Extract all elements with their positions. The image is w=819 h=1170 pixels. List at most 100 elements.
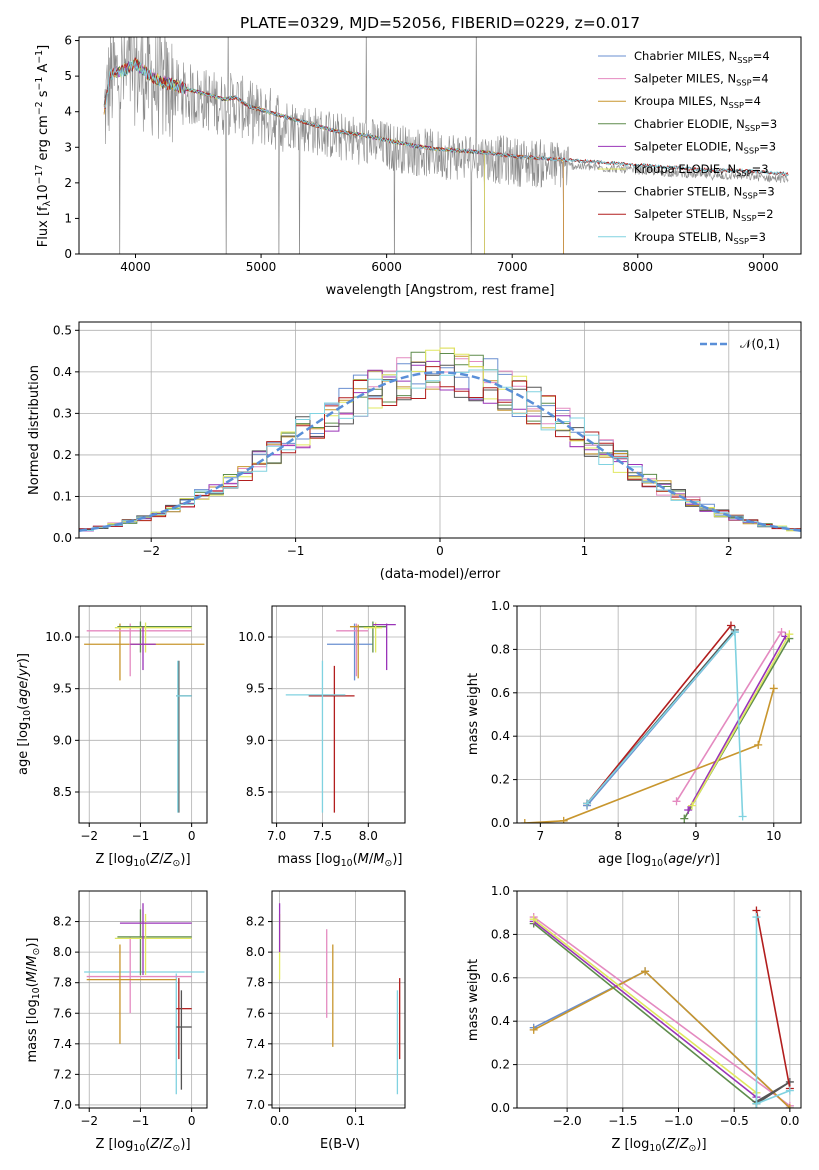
plot-content: [79, 347, 801, 532]
y-axis-label-part: erg cm: [36, 115, 51, 164]
y-tick-label: 1.0: [491, 884, 510, 898]
plot-content: [84, 903, 205, 1095]
x-axis-label-part: Z: [149, 852, 160, 867]
legend-label-part: SSP: [736, 168, 751, 178]
y-tick-label: 8.2: [246, 915, 265, 929]
weight-point-marker: [688, 801, 697, 810]
y-axis-label-part: age: [16, 681, 31, 705]
mass-vs-extinction-panel: 0.0 0.1 7.0 7.2 7.4 7.6 7.8 8.0 8.2 E(B-V): [246, 890, 406, 1152]
y-tick-label: 0.0: [491, 1101, 510, 1115]
y-tick-label: 0.2: [53, 448, 72, 462]
y-tick-label: 0.8: [491, 927, 510, 941]
x-tick-label: −1.0: [664, 1114, 693, 1128]
x-axis-label-part: ⊙: [173, 1143, 181, 1154]
x-axis-label-part: )]: [180, 852, 190, 867]
histogram-kroupa-elodie: [79, 347, 801, 532]
x-axis-label-part: ⊙: [173, 858, 181, 869]
legend-label-part: Kroupa ELODIE, N: [634, 162, 736, 176]
x-tick-label: 2: [725, 544, 733, 558]
y-tick-label: 6: [64, 34, 72, 48]
weight-point-marker: [641, 967, 650, 976]
weight-line-kroupa-elodie: [691, 633, 790, 806]
x-axis-label-part: Z: [679, 1137, 690, 1152]
x-axis-label-part: M: [373, 852, 384, 867]
legend-label-part: Chabrier STELIB, N: [634, 185, 742, 199]
weight-point-marker: [752, 1099, 761, 1108]
y-tick-label: 8.0: [53, 945, 72, 959]
x-axis-label-part: Z: [665, 1137, 676, 1152]
axes-frame: −2.0 −1.5 −1.0 −0.5 0.0 0.0 0.2 0.4 0.6 0.8 1.0 Z […: [466, 884, 802, 1154]
x-axis-label-part: ⊙: [689, 1143, 697, 1154]
gaussian-curve: [79, 371, 801, 532]
y-tick-label: 0.4: [491, 729, 510, 743]
y-tick-label: 7.4: [53, 1037, 72, 1051]
legend-label-part: SSP: [736, 78, 751, 88]
y-axis-label-part: A: [36, 64, 51, 77]
axes-border: [271, 890, 406, 1109]
x-tick-label: 0: [188, 1114, 196, 1128]
y-tick-label: 0.5: [53, 323, 72, 337]
x-tick-label: 0.0: [270, 1114, 289, 1128]
y-tick-label: 0.2: [491, 773, 510, 787]
x-axis-label: E(B-V): [320, 1137, 360, 1152]
legend-label-part: Chabrier MILES, N: [634, 49, 737, 63]
x-axis-label-part: 10: [133, 1143, 145, 1154]
mass-vs-metallicity-panel: −2 −1 07.07.27.47.67.88.08.2Z [log10(Z/Z⊙)…: [25, 890, 208, 1154]
x-tick-label: −2.0: [553, 1114, 582, 1128]
x-axis-label: Z [log10(Z/Z⊙)]: [611, 1137, 706, 1154]
x-tick-label: 5000: [246, 260, 277, 274]
y-tick-label: 9.0: [246, 733, 265, 747]
y-tick-label: 8.5: [53, 785, 72, 799]
y-axis-label: Normed distribution: [27, 365, 42, 495]
x-axis-label-part: /: [675, 1137, 680, 1152]
y-axis-label-part: ]: [36, 45, 51, 50]
y-tick-label: 0.8: [491, 642, 510, 656]
legend-label: Salpeter STELIB, NSSP=2: [634, 207, 774, 223]
weight-line-kroupa-miles: [524, 688, 775, 823]
weight-line-salpeter-elodie: [533, 920, 757, 1098]
weight-point-marker: [785, 1086, 794, 1095]
legend-label: Chabrier STELIB, NSSP=3: [634, 185, 775, 201]
y-tick-label: 7.8: [246, 976, 265, 990]
weight-point-marker: [672, 797, 681, 806]
y-axis-label-part: /: [25, 966, 40, 971]
residual-histogram-panel: −2 −1 0 1 2 0.0 0.1 0.2 0.3 0.4 0.5 𝒩(0,1) (data-mod…: [27, 321, 802, 582]
legend-label-part: SSP: [734, 236, 749, 246]
legend-label: Kroupa ELODIE, NSSP=3: [634, 162, 769, 178]
legend-label-part: =2: [757, 207, 774, 221]
x-axis-label-part: )]: [696, 1137, 706, 1152]
y-axis-label-part: 10: [31, 987, 42, 999]
y-tick-label: 8.2: [53, 915, 72, 929]
x-axis-label-part: Z: [163, 1137, 174, 1152]
y-tick-label: 9.5: [246, 682, 265, 696]
weight-line-kroupa-elodie: [533, 918, 757, 1094]
y-axis-label-part: /: [16, 676, 31, 681]
weight-line-chabrier-elodie: [533, 922, 758, 1105]
x-axis-label-part: age: [668, 852, 692, 867]
x-axis-label-part: yr: [696, 852, 712, 867]
legend-label-part: Chabrier ELODIE, N: [634, 117, 745, 131]
x-axis-label-part: (: [661, 1137, 666, 1152]
weight-line-salpeter-stelib: [755, 910, 791, 1089]
y-tick-label: 0.4: [491, 1014, 510, 1028]
legend-label: Salpeter ELODIE, NSSP=3: [634, 139, 776, 155]
x-axis-label-part: )]: [180, 1137, 190, 1152]
legend-label-part: =3: [758, 185, 775, 199]
y-tick-label: 10.0: [45, 630, 72, 644]
legend-label-part: Salpeter ELODIE, N: [634, 139, 744, 153]
legend-label: Salpeter MILES, NSSP=4: [634, 72, 769, 88]
legend-label-part: =4: [752, 72, 769, 86]
weight-point-marker: [785, 630, 794, 639]
legend-label-part: Salpeter STELIB, N: [634, 207, 741, 221]
weight-point-marker: [726, 621, 735, 630]
legend-label: Chabrier ELODIE, NSSP=3: [634, 117, 777, 133]
weight-point-marker: [738, 812, 747, 821]
plot-content: [84, 621, 205, 813]
grid-lines: [272, 891, 405, 1108]
weight-point-marker: [777, 628, 786, 637]
legend-label-part: =3: [752, 162, 769, 176]
y-tick-label: 0.6: [491, 686, 510, 700]
y-tick-label: 7.8: [53, 976, 72, 990]
x-tick-label: 0: [188, 829, 196, 843]
